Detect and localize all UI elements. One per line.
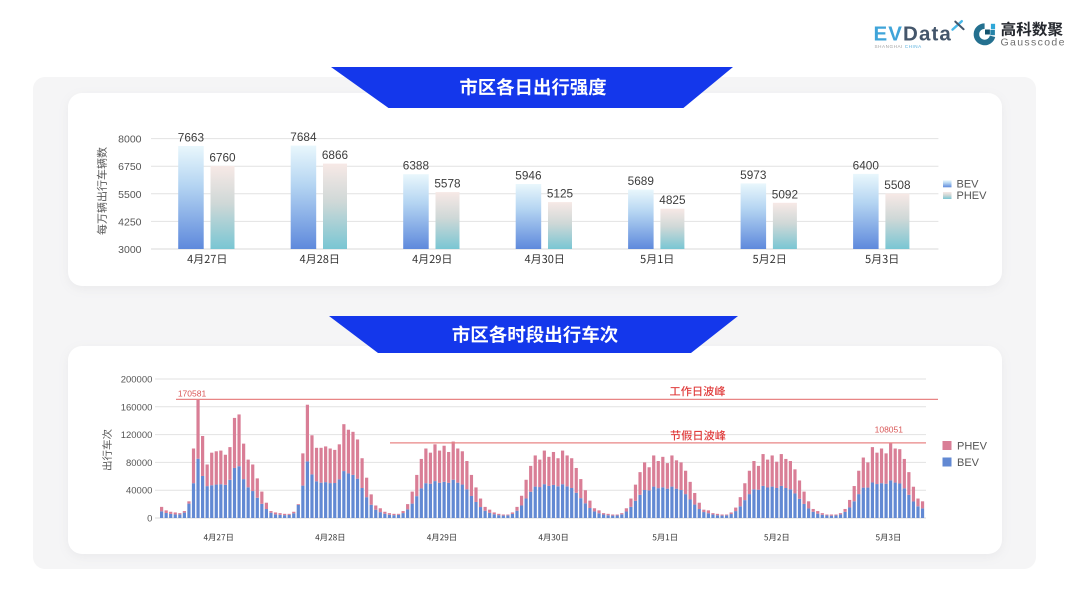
svg-text:6760: 6760 — [209, 151, 236, 165]
svg-text:BEV: BEV — [957, 457, 980, 469]
svg-text:5500: 5500 — [118, 189, 142, 201]
svg-text:5092: 5092 — [772, 187, 798, 201]
svg-text:108051: 108051 — [875, 425, 904, 435]
svg-text:7663: 7663 — [178, 131, 205, 145]
svg-text:4825: 4825 — [659, 193, 686, 207]
svg-text:3000: 3000 — [118, 244, 142, 256]
svg-text:6750: 6750 — [118, 161, 142, 173]
svg-text:EVData: EVData — [874, 23, 952, 46]
svg-text:120000: 120000 — [121, 430, 153, 441]
svg-text:BEV: BEV — [957, 178, 980, 190]
svg-text:5578: 5578 — [434, 177, 461, 191]
svg-text:170581: 170581 — [178, 389, 207, 399]
svg-text:PHEV: PHEV — [957, 190, 988, 202]
svg-text:4250: 4250 — [118, 216, 142, 228]
svg-text:5125: 5125 — [547, 187, 574, 201]
svg-text:SHANGHAI CHINA: SHANGHAI CHINA — [875, 44, 923, 49]
svg-text:6400: 6400 — [853, 158, 880, 172]
svg-text:5508: 5508 — [884, 178, 911, 192]
svg-text:7684: 7684 — [290, 130, 317, 144]
svg-text:5946: 5946 — [515, 169, 542, 183]
svg-text:80000: 80000 — [126, 458, 152, 469]
svg-text:8000: 8000 — [118, 134, 142, 146]
svg-text:5689: 5689 — [628, 174, 654, 188]
svg-text:160000: 160000 — [121, 402, 153, 413]
svg-text:PHEV: PHEV — [957, 441, 988, 453]
svg-text:5973: 5973 — [740, 168, 767, 182]
svg-text:Gausscode: Gausscode — [1001, 37, 1066, 49]
svg-text:0: 0 — [147, 514, 152, 525]
svg-text:40000: 40000 — [126, 486, 152, 497]
svg-text:200000: 200000 — [121, 375, 153, 386]
svg-text:6866: 6866 — [322, 148, 349, 162]
svg-text:6388: 6388 — [403, 159, 430, 173]
